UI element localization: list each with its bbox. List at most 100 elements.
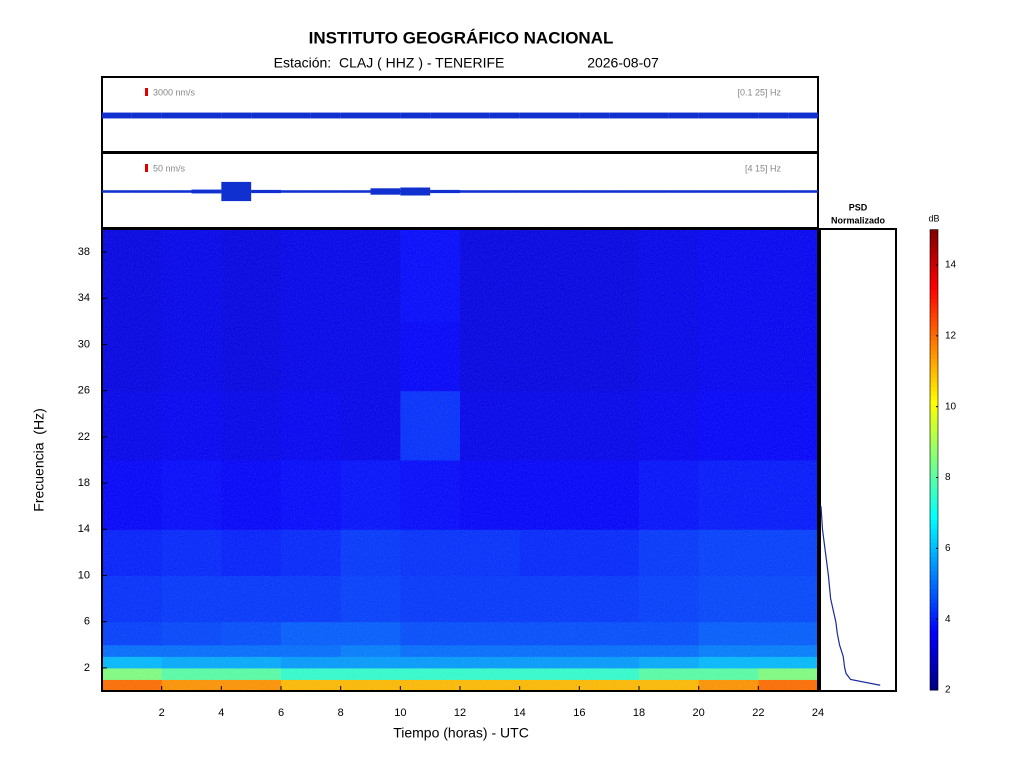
- x-tick-label: 24: [812, 707, 824, 719]
- band-label: [0.1 25] Hz: [737, 87, 781, 97]
- colorbar-step: [930, 395, 938, 401]
- psd-panel: [819, 228, 897, 692]
- colorbar-step: [930, 445, 938, 452]
- colorbar-step: [930, 386, 938, 392]
- colorbar-label: dB: [928, 213, 939, 223]
- x-tick-label: 10: [394, 707, 406, 719]
- colorbar-frame: [929, 229, 939, 691]
- colorbar-step: [930, 639, 938, 645]
- colorbar-step: [930, 381, 938, 387]
- trace-envelope: [400, 112, 431, 119]
- colorbar-step: [930, 565, 938, 571]
- trace-envelope: [549, 112, 580, 119]
- colorbar-step: [930, 496, 938, 502]
- colorbar-step: [930, 330, 938, 336]
- colorbar-step: [930, 538, 938, 544]
- colorbar-step: [930, 303, 938, 309]
- trace-envelope: [728, 112, 759, 119]
- trace-envelope: [400, 187, 431, 196]
- trace-envelope: [430, 189, 460, 194]
- trace-envelope: [310, 112, 341, 119]
- trace-envelope: [430, 112, 460, 119]
- trace-envelope: [758, 190, 789, 193]
- colorbar-step: [930, 436, 938, 442]
- scale-label: 50 nm/s: [153, 163, 186, 173]
- scale-label: 3000 nm/s: [153, 87, 196, 97]
- x-tick-label: 20: [693, 707, 705, 719]
- trace-envelope: [698, 190, 729, 193]
- colorbar-step: [930, 574, 938, 581]
- colorbar-step: [930, 363, 938, 369]
- colorbar-step: [930, 307, 938, 313]
- colorbar-step: [930, 482, 938, 488]
- colorbar-step: [930, 551, 938, 557]
- colorbar-step: [930, 422, 938, 429]
- trace-envelope: [131, 190, 162, 193]
- trace-envelope: [609, 190, 639, 193]
- colorbar-step: [930, 643, 938, 650]
- psd-title: Normalizado: [831, 215, 886, 225]
- colorbar-step: [930, 625, 938, 631]
- colorbar-step: [930, 455, 938, 461]
- colorbar-step: [930, 653, 938, 659]
- trace-envelope: [579, 112, 610, 119]
- trace-envelope: [579, 190, 610, 193]
- colorbar-step: [930, 519, 938, 525]
- colorbar-step: [930, 432, 938, 438]
- colorbar-step: [930, 340, 938, 346]
- chart-title: INSTITUTO GEOGRÁFICO NACIONAL: [309, 28, 614, 47]
- colorbar-step: [930, 349, 938, 355]
- trace-envelope: [758, 112, 789, 119]
- scale-bar: [145, 164, 148, 172]
- texture: [102, 229, 818, 691]
- trace-envelope: [460, 112, 490, 119]
- colorbar-step: [930, 450, 938, 456]
- colorbar-step: [930, 252, 938, 258]
- y-tick-label: 22: [78, 431, 90, 443]
- colorbar-step: [930, 261, 938, 267]
- psd-title: PSD: [849, 202, 868, 212]
- colorbar-step: [930, 289, 938, 295]
- colorbar-step: [930, 294, 938, 300]
- colorbar-step: [930, 671, 938, 677]
- y-tick-label: 6: [84, 616, 90, 628]
- trace-envelope: [549, 190, 580, 193]
- colorbar-tick-label: 4: [945, 614, 951, 625]
- y-tick-label: 38: [78, 246, 90, 258]
- colorbar-step: [930, 321, 938, 327]
- colorbar-step: [930, 390, 938, 396]
- colorbar-step: [930, 344, 938, 350]
- trace-envelope: [191, 112, 222, 119]
- trace-envelope: [251, 112, 281, 119]
- colorbar-step: [930, 238, 938, 244]
- trace-envelope: [340, 190, 371, 193]
- colorbar-step: [930, 367, 938, 373]
- colorbar-step: [930, 556, 938, 562]
- trace-envelope: [221, 181, 252, 202]
- trace-envelope: [102, 190, 132, 193]
- colorbar-step: [930, 561, 938, 567]
- x-tick-label: 6: [278, 707, 284, 719]
- trace-envelope: [340, 112, 371, 119]
- colorbar-step: [930, 579, 938, 585]
- colorbar-step: [930, 326, 938, 332]
- trace-envelope: [131, 112, 162, 119]
- colorbar-step: [930, 593, 938, 599]
- trace-envelope: [489, 112, 520, 119]
- trace-envelope: [519, 112, 550, 119]
- trace-envelope: [191, 189, 222, 194]
- colorbar-step: [930, 469, 938, 475]
- colorbar-step: [930, 372, 938, 378]
- colorbar-step: [930, 418, 938, 424]
- colorbar-step: [930, 234, 938, 240]
- trace-envelope: [221, 112, 252, 119]
- colorbar-step: [930, 657, 938, 663]
- trace-envelope: [310, 190, 341, 193]
- colorbar-step: [930, 680, 938, 686]
- colorbar-step: [930, 515, 938, 521]
- x-tick-label: 2: [159, 707, 165, 719]
- colorbar-step: [930, 399, 938, 406]
- colorbar-step: [930, 542, 938, 548]
- colorbar-step: [930, 597, 938, 604]
- colorbar-step: [930, 298, 938, 304]
